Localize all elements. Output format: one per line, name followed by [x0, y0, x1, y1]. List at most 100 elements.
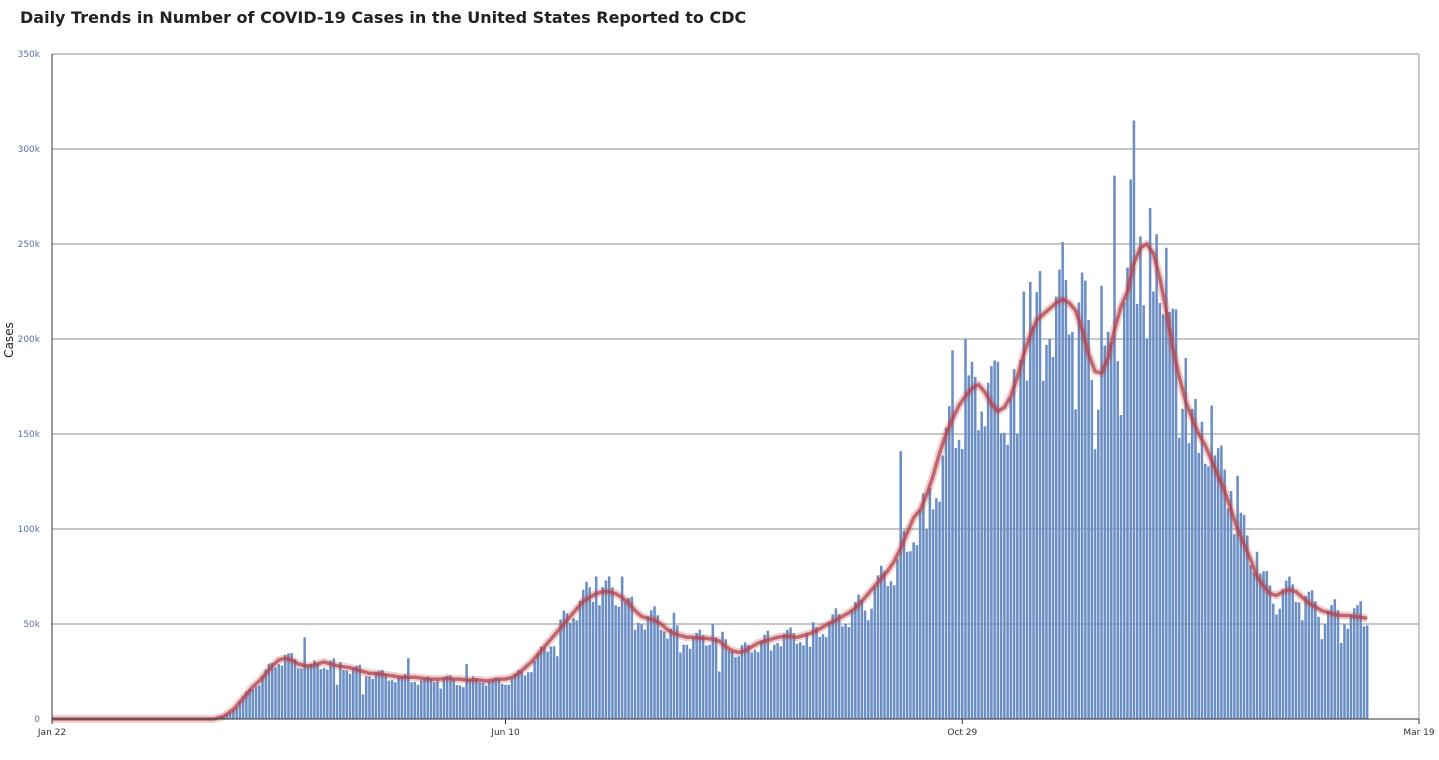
daily-case-bar: [607, 576, 611, 719]
daily-case-bar: [857, 594, 860, 719]
daily-case-bar: [1064, 280, 1068, 719]
daily-case-bar: [368, 676, 371, 719]
daily-case-bar: [549, 646, 553, 719]
daily-case-bar: [1061, 242, 1064, 719]
daily-case-bar: [688, 648, 692, 719]
daily-case-bar: [714, 637, 718, 719]
daily-case-bar: [345, 670, 349, 719]
daily-case-bar: [1233, 534, 1236, 719]
daily-case-bar: [228, 712, 232, 719]
daily-case-bar: [1139, 236, 1142, 719]
daily-case-bar: [410, 682, 413, 719]
daily-case-bar: [1310, 590, 1314, 719]
y-tick-label: 50k: [23, 620, 40, 630]
daily-case-bar: [1242, 514, 1246, 719]
daily-case-bar: [721, 631, 724, 719]
y-tick-label: 0: [34, 715, 40, 725]
daily-case-bar: [854, 602, 857, 719]
daily-case-bar: [526, 672, 530, 719]
daily-case-bar: [364, 676, 368, 719]
daily-case-bar: [339, 662, 342, 719]
daily-case-bar: [824, 637, 828, 719]
daily-case-bar: [1288, 576, 1291, 719]
daily-case-bar: [828, 622, 831, 719]
daily-case-bar: [1171, 308, 1175, 719]
daily-case-bar: [601, 587, 604, 719]
daily-case-bar: [944, 427, 948, 719]
daily-case-bar: [348, 673, 352, 719]
daily-case-bar: [251, 689, 255, 719]
daily-case-bar: [248, 689, 251, 719]
daily-case-bar: [342, 670, 345, 719]
daily-case-bar: [1142, 305, 1145, 719]
daily-case-bar: [708, 644, 711, 719]
daily-case-bar: [870, 608, 873, 719]
daily-case-bar: [643, 629, 647, 719]
daily-case-bar: [990, 366, 993, 719]
daily-case-bar: [500, 684, 504, 719]
daily-case-bar: [293, 659, 297, 719]
daily-case-bar: [1003, 432, 1006, 719]
daily-case-bar: [876, 575, 880, 719]
daily-case-bar: [1025, 380, 1029, 719]
daily-case-bar: [1362, 626, 1366, 719]
daily-case-bar: [1067, 334, 1071, 719]
daily-case-bar: [837, 614, 841, 719]
daily-case-bar: [977, 430, 980, 719]
daily-case-bar: [225, 713, 229, 719]
daily-case-bar: [951, 350, 954, 719]
daily-case-bar: [254, 686, 258, 719]
daily-case-bar: [1268, 585, 1272, 719]
daily-case-bar: [909, 551, 912, 719]
daily-case-bar: [1113, 175, 1116, 720]
x-tick-label: Jun 10: [490, 728, 520, 738]
daily-case-bar: [935, 498, 938, 719]
daily-case-bar: [695, 632, 698, 719]
daily-case-bar: [1077, 302, 1081, 719]
daily-case-bar: [718, 671, 721, 719]
y-tick-label: 300k: [18, 145, 41, 155]
daily-case-bar: [815, 627, 818, 719]
daily-case-bar: [1229, 491, 1233, 719]
daily-case-bar: [510, 678, 514, 719]
daily-case-bar: [277, 664, 281, 719]
daily-case-bar: [420, 680, 423, 719]
daily-case-bar: [1197, 453, 1200, 719]
daily-case-bar: [1365, 625, 1369, 719]
daily-case-bar: [1207, 466, 1210, 719]
daily-case-bar: [805, 632, 809, 719]
daily-case-bar: [1346, 628, 1350, 719]
daily-case-bar: [844, 623, 847, 719]
daily-case-bar: [1317, 616, 1320, 719]
daily-case-bar: [1200, 421, 1204, 719]
daily-case-bar: [1048, 339, 1051, 719]
daily-case-bar: [773, 644, 776, 719]
daily-case-bar: [776, 643, 779, 719]
daily-case-bar: [1281, 589, 1285, 719]
daily-case-bar: [685, 644, 689, 719]
daily-case-bar: [245, 691, 248, 719]
daily-case-bar: [646, 616, 650, 719]
daily-case-bar: [747, 645, 750, 719]
daily-case-bar: [617, 606, 621, 719]
daily-case-bar: [241, 696, 245, 719]
daily-case-bar: [795, 643, 799, 719]
daily-case-bar: [724, 639, 728, 719]
daily-case-bar: [730, 651, 734, 719]
moving-average-line: [51, 240, 1368, 723]
daily-case-bar: [640, 623, 643, 719]
y-tick-label: 200k: [18, 335, 41, 345]
daily-case-bar: [682, 644, 685, 719]
daily-case-bar: [478, 682, 481, 719]
daily-case-bar: [1304, 595, 1307, 719]
daily-case-bar: [1339, 643, 1343, 719]
daily-case-bar: [1265, 571, 1269, 719]
daily-case-bar: [679, 652, 682, 719]
daily-case-bar: [659, 629, 663, 719]
daily-case-bar: [1216, 448, 1220, 719]
daily-case-bar: [326, 669, 329, 719]
daily-case-bar: [675, 625, 679, 719]
daily-case-bar: [1006, 444, 1009, 719]
daily-case-bar: [585, 581, 588, 719]
daily-case-bar: [1323, 623, 1327, 719]
